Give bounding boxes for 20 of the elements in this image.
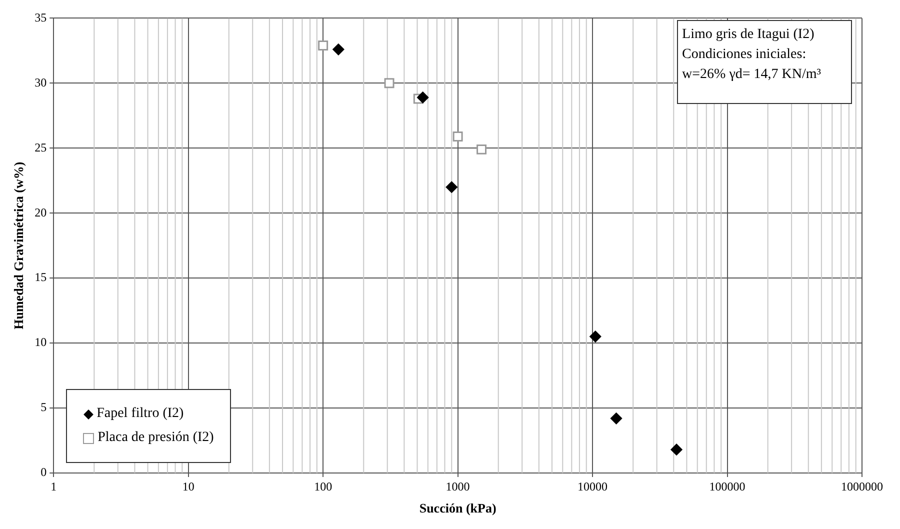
x-tick-label: 1000000 bbox=[841, 479, 883, 494]
y-tick-label: 0 bbox=[40, 465, 47, 480]
x-tick-label: 100000 bbox=[709, 479, 746, 494]
y-tick-label: 15 bbox=[34, 270, 47, 284]
x-tick-label: 1000 bbox=[446, 479, 470, 494]
x-tick-label: 10 bbox=[182, 479, 194, 494]
y-tick-label: 35 bbox=[34, 10, 47, 24]
y-axis-title: Humedad Gravimétrica (w%) bbox=[11, 162, 26, 330]
annotation: Limo gris de Itagui (I2) Condiciones iniciales: w=26% γd= 14,7 KN/m³ bbox=[677, 20, 852, 104]
y-tick-label: 20 bbox=[34, 205, 47, 220]
y-tick-label: 5 bbox=[40, 400, 47, 414]
x-tick-label: 10000 bbox=[578, 479, 608, 494]
y-tick-label: 10 bbox=[34, 335, 47, 350]
y-tick-label: 30 bbox=[34, 75, 47, 90]
x-axis-title: Succión (kPa) bbox=[419, 500, 496, 516]
legend-label: Fapel filtro (I2) bbox=[96, 406, 184, 422]
x-tick-label: 100 bbox=[314, 479, 332, 494]
y-tick-label: 25 bbox=[34, 140, 47, 154]
legend-label: Placa de presión (I2) bbox=[98, 430, 214, 446]
x-tick-label: 1 bbox=[50, 479, 57, 494]
